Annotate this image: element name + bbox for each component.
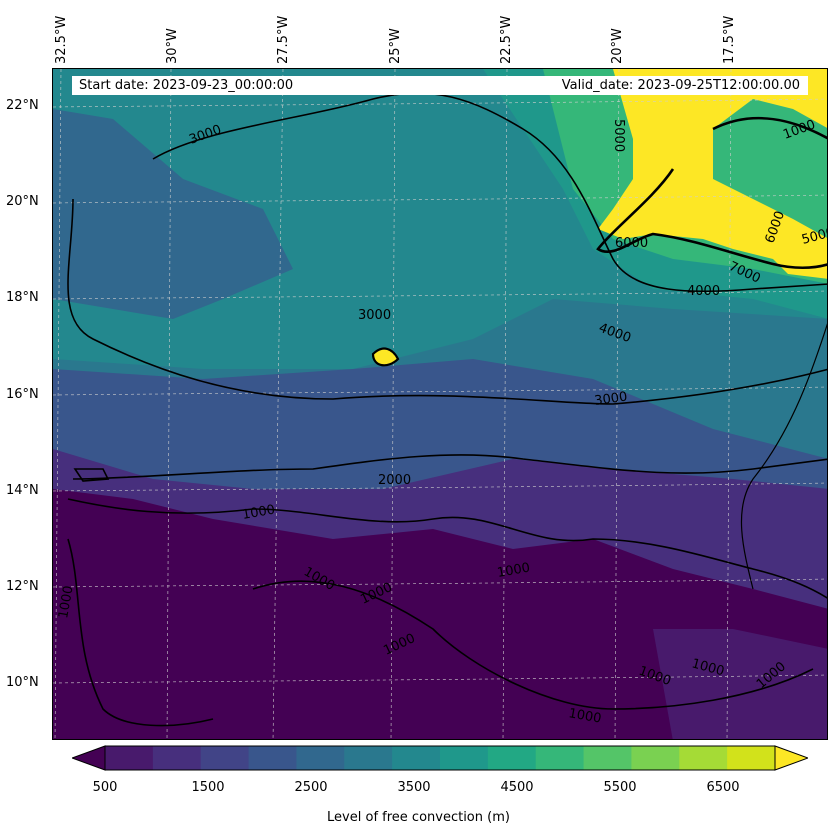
start-date-label: Start date: 2023-09-23_00:00:00 bbox=[79, 78, 294, 93]
colorbar-segment bbox=[679, 746, 728, 770]
contour-label: 2000 bbox=[378, 473, 411, 488]
valid-date-label: Valid_date: 2023-09-25T12:00:00.00 bbox=[561, 78, 800, 93]
colorbar-segment bbox=[392, 746, 441, 770]
colorbar bbox=[72, 745, 808, 771]
contour-label: 1000 bbox=[496, 560, 531, 581]
latitude-label: 18°N bbox=[6, 290, 39, 305]
contour-label: 4000 bbox=[687, 284, 720, 299]
date-info-bar: Start date: 2023-09-23_00:00:00 Valid_da… bbox=[72, 76, 808, 95]
colorbar-extend-low bbox=[72, 745, 106, 771]
contour-label: 5000 bbox=[800, 225, 828, 248]
contour-line-6000-north bbox=[712, 116, 827, 140]
contour-line-1000-south bbox=[252, 580, 814, 710]
colorbar-tick: 2500 bbox=[294, 780, 328, 795]
latitude-label: 10°N bbox=[6, 675, 39, 690]
colorbar-tick: 6500 bbox=[706, 780, 740, 795]
latitude-label: 14°N bbox=[6, 483, 39, 498]
colorbar-segment bbox=[727, 746, 776, 770]
contour-label: 1000 bbox=[241, 502, 276, 523]
field-band-3000 bbox=[53, 109, 293, 319]
graticule bbox=[53, 69, 827, 739]
contour-lines bbox=[67, 92, 827, 727]
longitude-label: 32.5°W bbox=[54, 15, 69, 64]
contour-label: 3000 bbox=[358, 308, 391, 323]
field-band-1000-patch bbox=[653, 629, 827, 739]
colorbar-segment bbox=[344, 746, 393, 770]
longitude-label: 17.5°W bbox=[722, 15, 737, 64]
contour-label: 1000 bbox=[567, 706, 602, 727]
colorbar-tick: 1500 bbox=[191, 780, 225, 795]
field-band-500 bbox=[53, 489, 827, 739]
contour-line-6000 bbox=[596, 168, 827, 270]
latitude-label: 22°N bbox=[6, 98, 39, 113]
colorbar-segment bbox=[296, 746, 345, 770]
contour-line-4000 bbox=[152, 92, 827, 293]
colorbar-tick: 4500 bbox=[500, 780, 534, 795]
colorbar-tick: 3500 bbox=[397, 780, 431, 795]
contour-label: 5000 bbox=[611, 119, 626, 152]
colorbar-segment bbox=[440, 746, 489, 770]
contour-label: 6000 bbox=[615, 236, 648, 251]
latitude-label: 20°N bbox=[6, 194, 39, 209]
latitude-label: 12°N bbox=[6, 579, 39, 594]
longitude-label: 27.5°W bbox=[276, 15, 291, 64]
latitude-label: 16°N bbox=[6, 387, 39, 402]
colorbar-segment bbox=[105, 746, 154, 770]
contour-island-7000 bbox=[371, 347, 400, 367]
contour-island-1000 bbox=[73, 468, 110, 482]
longitude-label: 20°W bbox=[610, 28, 625, 64]
colorbar-segment bbox=[487, 746, 537, 770]
contour-line-1000 bbox=[67, 498, 827, 599]
colorbar-segment bbox=[152, 746, 202, 770]
contour-line-3000 bbox=[67, 198, 827, 405]
colorbar-segment bbox=[583, 746, 632, 770]
contour-line-1000-west bbox=[67, 538, 214, 727]
colorbar-segment bbox=[535, 746, 585, 770]
contour-map: 3000 3000 2000 1000 1000 1000 1000 1000 … bbox=[53, 69, 828, 739]
field-band-5000-inset bbox=[713, 99, 827, 238]
colorbar-label: Level of free convection (m) bbox=[327, 810, 510, 825]
colorbar-segment bbox=[200, 746, 250, 770]
colorbar-tick: 5500 bbox=[603, 780, 637, 795]
colorbar-tick: 500 bbox=[92, 780, 118, 795]
longitude-label: 30°W bbox=[165, 28, 180, 64]
contour-label: 1000 bbox=[56, 584, 77, 619]
contour-label: 3000 bbox=[593, 390, 628, 409]
colorbar-outline bbox=[104, 745, 776, 771]
colorbar-extend-high bbox=[774, 745, 808, 771]
contour-line-2000 bbox=[72, 454, 827, 480]
map-panel: 3000 3000 2000 1000 1000 1000 1000 1000 … bbox=[52, 68, 828, 740]
longitude-label: 25°W bbox=[388, 28, 403, 64]
coastline bbox=[740, 323, 827, 590]
longitude-label: 22.5°W bbox=[499, 15, 514, 64]
colorbar-segment bbox=[248, 746, 297, 770]
colorbar-segment bbox=[631, 746, 680, 770]
